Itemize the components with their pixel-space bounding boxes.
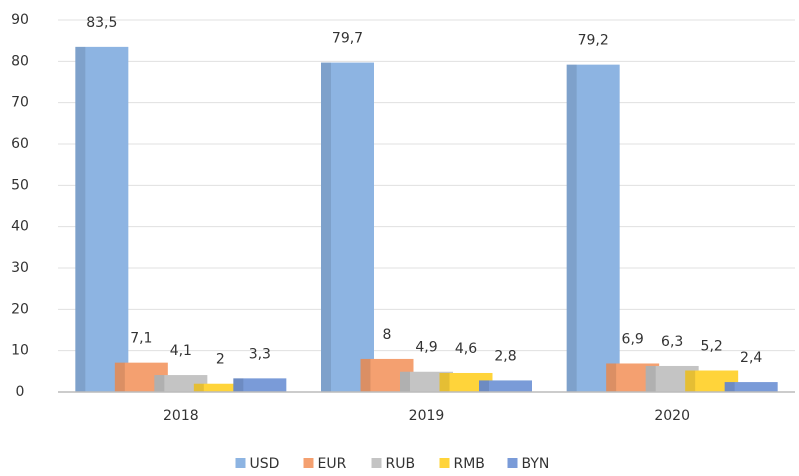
bar-shade [685,370,696,392]
data-label: 79,2 [578,33,609,49]
legend-label: BYN [522,456,550,472]
bar-shade [400,371,410,392]
y-tick-label: 20 [11,301,29,317]
data-label: 4,6 [455,341,477,357]
y-tick-label: 90 [11,12,29,28]
bar-shade [606,363,617,392]
legend-label: USD [250,456,280,472]
bar-shade [193,383,204,392]
legend-label: RUB [386,456,416,472]
y-tick-label: 60 [11,136,29,152]
bar-shade [645,365,656,392]
bar-shade [566,64,577,392]
y-tick-label: 30 [11,260,29,276]
data-label: 3,3 [249,346,271,362]
data-label: 4,9 [415,340,437,356]
bar-shade [479,380,489,392]
y-tick-label: 10 [11,343,29,359]
bar [193,383,247,392]
bar [233,378,287,392]
data-label: 83,5 [86,15,117,31]
bar [75,46,129,392]
legend-swatch [507,458,518,468]
y-tick-label: 50 [11,177,29,193]
x-tick-label: 2019 [409,408,445,424]
bar-shade [75,46,86,392]
data-label: 2,4 [740,350,762,366]
bar-shade [439,372,450,392]
data-label: 5,2 [701,339,723,355]
legend-swatch [235,458,246,468]
x-tick-label: 2020 [654,408,690,424]
data-label: 79,7 [332,31,363,47]
y-tick-label: 70 [11,95,29,111]
bar [321,62,374,392]
bar-shade [360,358,371,392]
bar [479,380,532,392]
bar [724,382,778,392]
bar-shade [321,62,331,392]
data-label: 2,8 [494,348,516,364]
bar-shade [724,382,735,392]
legend-swatch [303,458,314,468]
legend-swatch [439,458,450,468]
bar-shade [233,378,244,392]
y-tick-label: 0 [16,384,25,400]
data-label: 6,9 [622,331,644,347]
bar-shade [114,362,125,392]
legend-label: EUR [318,456,347,472]
data-label: 4,1 [170,343,192,359]
y-tick-label: 40 [11,219,29,235]
data-label: 6,3 [661,334,683,350]
data-label: 8 [383,327,392,343]
y-tick-label: 80 [11,53,29,69]
bar-shade [154,375,165,392]
data-label: 7,1 [130,331,152,347]
data-label: 2 [216,352,225,368]
legend-swatch [371,458,382,468]
legend-label: RMB [454,456,485,472]
x-tick-label: 2018 [163,408,199,424]
bar [566,64,620,392]
